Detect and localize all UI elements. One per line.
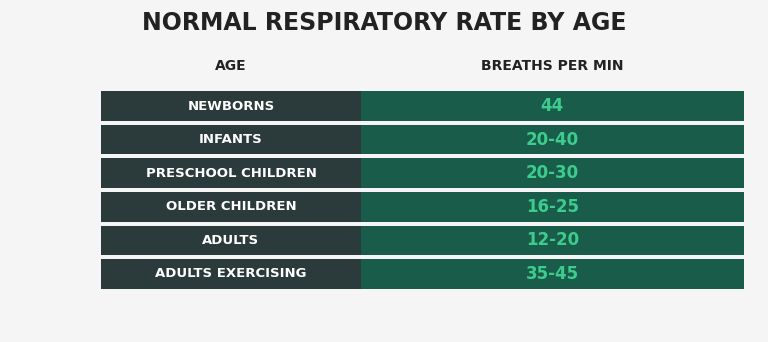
Text: ADULTS: ADULTS — [203, 234, 260, 247]
Text: NEWBORNS: NEWBORNS — [187, 100, 275, 113]
FancyBboxPatch shape — [101, 259, 361, 289]
Text: ADULTS EXERCISING: ADULTS EXERCISING — [155, 267, 306, 280]
FancyBboxPatch shape — [361, 226, 743, 255]
Text: 20-40: 20-40 — [526, 131, 579, 149]
FancyBboxPatch shape — [361, 259, 743, 289]
Text: OLDER CHILDREN: OLDER CHILDREN — [166, 200, 296, 213]
FancyBboxPatch shape — [361, 192, 743, 222]
Text: 35-45: 35-45 — [526, 265, 579, 283]
FancyBboxPatch shape — [361, 91, 743, 121]
Text: PRESCHOOL CHILDREN: PRESCHOOL CHILDREN — [145, 167, 316, 180]
Text: 44: 44 — [541, 97, 564, 115]
Text: NORMAL RESPIRATORY RATE BY AGE: NORMAL RESPIRATORY RATE BY AGE — [142, 11, 626, 36]
Text: 12-20: 12-20 — [526, 232, 579, 249]
FancyBboxPatch shape — [361, 158, 743, 188]
FancyBboxPatch shape — [101, 226, 361, 255]
Text: AGE: AGE — [215, 59, 247, 73]
FancyBboxPatch shape — [361, 125, 743, 154]
Text: BREATHS PER MIN: BREATHS PER MIN — [481, 59, 624, 73]
FancyBboxPatch shape — [101, 158, 361, 188]
Text: INFANTS: INFANTS — [199, 133, 263, 146]
FancyBboxPatch shape — [101, 192, 361, 222]
FancyBboxPatch shape — [101, 91, 361, 121]
FancyBboxPatch shape — [101, 125, 361, 154]
Text: 20-30: 20-30 — [526, 164, 579, 182]
Text: 16-25: 16-25 — [526, 198, 579, 216]
